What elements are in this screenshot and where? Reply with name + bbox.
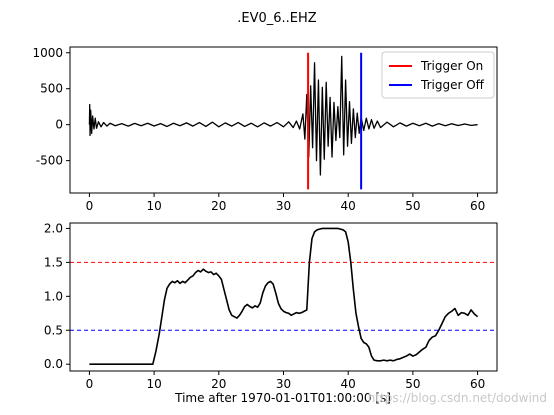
x-tick-label: 0 (86, 377, 94, 391)
x-tick-label: 10 (146, 377, 161, 391)
legend: Trigger On Trigger Off (381, 51, 495, 99)
characteristic-function-plot: 0 10 20 30 40 50 60 0.0 0.5 1.0 1.5 2.0 (44, 221, 498, 391)
x-tick-label: 40 (341, 199, 356, 213)
y-tick-label: 1.5 (44, 255, 63, 269)
legend-box (381, 51, 495, 99)
y-tick-label: 0 (55, 118, 63, 132)
waveform-series-line (88, 55, 478, 176)
x-tick-label: 60 (470, 377, 485, 391)
waveform-series-group (88, 55, 478, 176)
x-tick-label: 60 (470, 199, 485, 213)
x-tick-label: 0 (86, 199, 94, 213)
waveform-plot: 0 10 20 30 40 50 60 -500 0 500 1000 Trigger On Tri… (32, 46, 498, 213)
x-tick-label: 30 (276, 377, 291, 391)
x-tick-label: 20 (211, 377, 226, 391)
figure-title: .EV0_6..EHZ (237, 11, 317, 26)
characteristic-series-line (89, 227, 479, 366)
x-tick-label: 10 (146, 199, 161, 213)
threshold-lines-group (70, 261, 497, 331)
waveform-ticks-group: 0 10 20 30 40 50 60 -500 0 500 1000 (32, 46, 485, 213)
characteristic-series-group (89, 227, 479, 366)
y-tick-label: 1.0 (44, 289, 63, 303)
watermark: https://blog.csdn.net/dodwind (368, 391, 547, 405)
legend-label-trigger-off: Trigger Off (420, 78, 485, 92)
x-tick-label: 40 (341, 377, 356, 391)
x-axis-label: Time after 1970-01-01T01:00:00 [s] (174, 391, 391, 405)
y-tick-label: 0.0 (44, 357, 63, 371)
x-tick-label: 30 (276, 199, 291, 213)
y-tick-label: 500 (40, 82, 63, 96)
y-tick-label: 2.0 (44, 221, 63, 235)
y-tick-label: 1000 (32, 46, 63, 60)
characteristic-ticks-group: 0 10 20 30 40 50 60 0.0 0.5 1.0 1.5 2.0 (44, 221, 485, 391)
trigger-lines-group (307, 52, 363, 190)
x-tick-label: 50 (405, 199, 420, 213)
legend-label-trigger-on: Trigger On (420, 59, 483, 73)
y-tick-label: 0.5 (44, 323, 63, 337)
x-tick-label: 50 (405, 377, 420, 391)
x-tick-label: 20 (211, 199, 226, 213)
y-tick-label: -500 (36, 154, 63, 168)
